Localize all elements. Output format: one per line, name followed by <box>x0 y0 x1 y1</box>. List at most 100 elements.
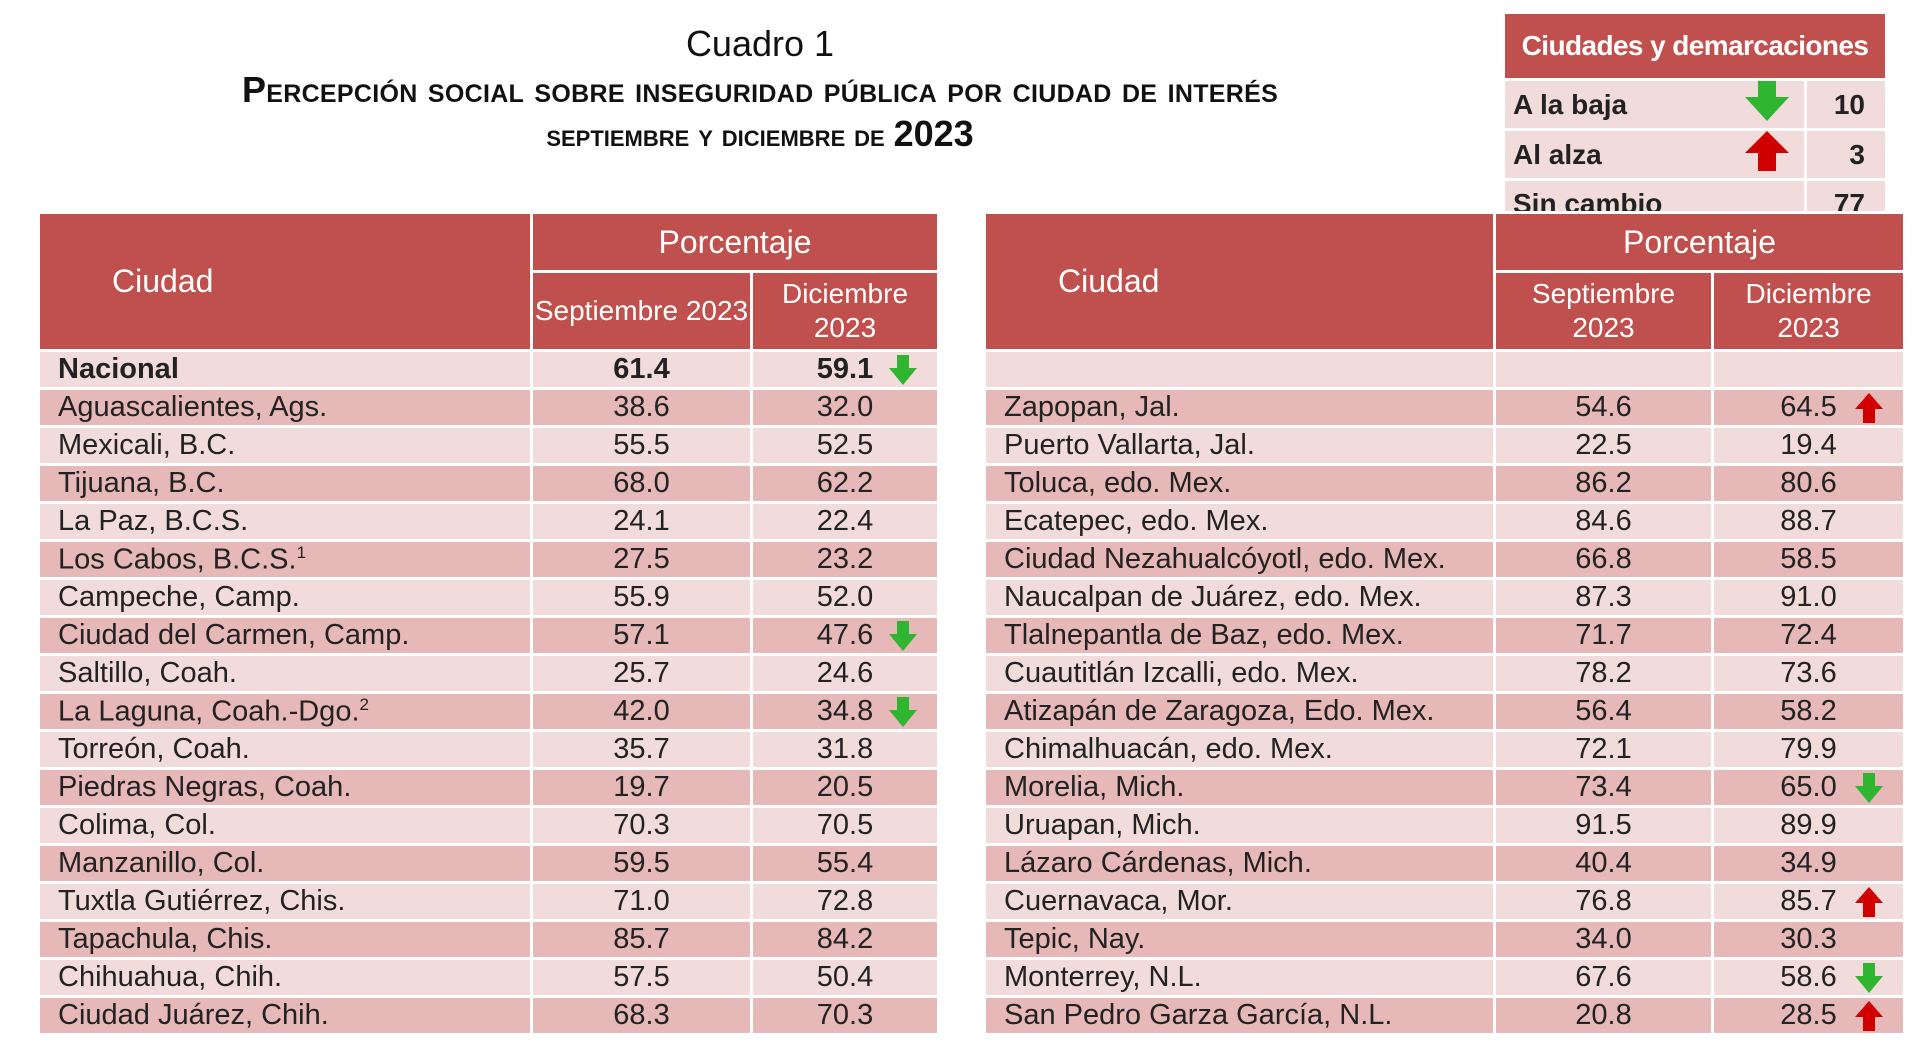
city-cell: Mexicali, B.C. <box>37 426 533 466</box>
table-row: Toluca, edo. Mex. 86.2 80.6 <box>983 464 1907 504</box>
september-value: 35.7 <box>530 730 753 770</box>
september-value: 68.0 <box>530 464 753 504</box>
september-value: 71.7 <box>1493 616 1714 656</box>
december-cell: 19.4 <box>1710 426 1907 466</box>
city-cell: Ciudad Juárez, Chih. <box>37 996 533 1036</box>
december-cell: 88.7 <box>1710 502 1907 542</box>
september-value: 40.4 <box>1493 844 1714 884</box>
summary-row-down: A la baja 10 <box>1505 79 1885 131</box>
summary-label: A la baja <box>1505 79 1731 131</box>
city-cell: Tlalnepantla de Baz, edo. Mex. <box>983 616 1496 656</box>
table-row: Morelia, Mich. 73.4 65.0 <box>983 768 1907 808</box>
table-row: Ciudad del Carmen, Camp. 57.1 47.6 <box>37 616 941 656</box>
city-name: Piedras Negras, Coah. <box>58 771 352 803</box>
city-name: Naucalpan de Juárez, edo. Mex. <box>1004 581 1422 613</box>
december-value: 84.2 <box>816 923 874 955</box>
header-december: Diciembre 2023 <box>749 270 941 352</box>
december-cell: 47.6 <box>749 616 941 656</box>
city-cell: Torreón, Coah. <box>37 730 533 770</box>
table-row: Ecatepec, edo. Mex. 84.6 88.7 <box>983 502 1907 542</box>
table-row: Cuautitlán Izcalli, edo. Mex. 78.2 73.6 <box>983 654 1907 694</box>
december-cell: 79.9 <box>1710 730 1907 770</box>
city-name: Chihuahua, Chih. <box>58 961 283 993</box>
december-value: 34.9 <box>1780 847 1837 879</box>
city-name: Tijuana, B.C. <box>58 467 225 499</box>
city-cell: San Pedro Garza García, N.L. <box>983 996 1496 1036</box>
subtitle-text: septiembre y diciembre de <box>546 117 885 153</box>
summary-box: Ciudades y demarcaciones A la baja 10 Al… <box>1505 14 1885 230</box>
city-name: Tapachula, Chis. <box>58 923 273 955</box>
table-row: Aguascalientes, Ags. 38.6 32.0 <box>37 388 941 428</box>
september-value: 24.1 <box>530 502 753 542</box>
december-cell: 65.0 <box>1710 768 1907 808</box>
table-row: Mexicali, B.C. 55.5 52.5 <box>37 426 941 466</box>
december-value: 32.0 <box>816 391 874 423</box>
december-value: 62.2 <box>816 467 874 499</box>
september-value: 68.3 <box>530 996 753 1036</box>
september-value: 42.0 <box>530 692 753 732</box>
december-cell: 62.2 <box>749 464 941 504</box>
december-value: 91.0 <box>1780 581 1837 613</box>
december-cell: 20.5 <box>749 768 941 808</box>
december-value: 52.5 <box>816 429 874 461</box>
city-name: Campeche, Camp. <box>58 581 300 613</box>
december-cell: 70.3 <box>749 996 941 1036</box>
december-value: 19.4 <box>1780 429 1837 461</box>
table-row: San Pedro Garza García, N.L. 20.8 28.5 <box>983 996 1907 1036</box>
september-value: 38.6 <box>530 388 753 428</box>
city-cell: Piedras Negras, Coah. <box>37 768 533 808</box>
title-block: Cuadro 1 Percepción social sobre insegur… <box>40 22 1480 155</box>
table-row: Cuernavaca, Mor. 76.8 85.7 <box>983 882 1907 922</box>
city-cell: Ecatepec, edo. Mex. <box>983 502 1496 542</box>
december-value: 58.6 <box>1780 961 1837 993</box>
december-cell: 84.2 <box>749 920 941 960</box>
december-cell: 34.8 <box>749 692 941 732</box>
subtitle-year: 2023 <box>893 113 974 154</box>
city-cell: Manzanillo, Col. <box>37 844 533 884</box>
september-value: 61.4 <box>530 350 753 390</box>
city-name: Aguascalientes, Ags. <box>58 391 328 423</box>
december-value: 64.5 <box>1780 391 1837 423</box>
header-december: Diciembre 2023 <box>1710 270 1907 352</box>
city-name: Tuxtla Gutiérrez, Chis. <box>58 885 346 917</box>
december-value: 72.8 <box>816 885 874 917</box>
table-row: La Paz, B.C.S. 24.1 22.4 <box>37 502 941 542</box>
city-name: San Pedro Garza García, N.L. <box>1004 999 1393 1031</box>
city-cell: Ciudad Nezahualcóyotl, edo. Mex. <box>983 540 1496 580</box>
table-row: Puerto Vallarta, Jal. 22.5 19.4 <box>983 426 1907 466</box>
december-cell: 80.6 <box>1710 464 1907 504</box>
december-value: 80.6 <box>1780 467 1837 499</box>
december-value: 70.5 <box>816 809 874 841</box>
arrow-down-green-icon <box>889 697 918 727</box>
table-row: Tuxtla Gutiérrez, Chis. 71.0 72.8 <box>37 882 941 922</box>
city-name: Ecatepec, edo. Mex. <box>1004 505 1269 537</box>
december-value: 50.4 <box>816 961 874 993</box>
september-value: 91.5 <box>1493 806 1714 846</box>
december-value: 20.5 <box>816 771 874 803</box>
september-value: 57.1 <box>530 616 753 656</box>
header-september: Septiembre 2023 <box>530 270 753 352</box>
city-name: Zapopan, Jal. <box>1004 391 1180 423</box>
table-row: Chihuahua, Chih. 57.5 50.4 <box>37 958 941 998</box>
december-cell: 89.9 <box>1710 806 1907 846</box>
city-name: Manzanillo, Col. <box>58 847 265 879</box>
september-value: 25.7 <box>530 654 753 694</box>
city-cell: Puerto Vallarta, Jal. <box>983 426 1496 466</box>
table-row: Nacional 61.4 59.1 <box>37 350 941 390</box>
header-city: Ciudad <box>983 211 1496 352</box>
city-name: Los Cabos, B.C.S. <box>58 543 297 576</box>
city-cell: La Paz, B.C.S. <box>37 502 533 542</box>
city-name: Atizapán de Zaragoza, Edo. Mex. <box>1004 695 1435 727</box>
september-value: 56.4 <box>1493 692 1714 732</box>
december-value: 52.0 <box>816 581 874 613</box>
city-cell: Cuautitlán Izcalli, edo. Mex. <box>983 654 1496 694</box>
arrow-up-red-icon <box>1855 887 1884 917</box>
city-name: Mexicali, B.C. <box>58 429 236 461</box>
december-cell: 64.5 <box>1710 388 1907 428</box>
december-cell: 30.3 <box>1710 920 1907 960</box>
city-cell: Naucalpan de Juárez, edo. Mex. <box>983 578 1496 618</box>
city-cell: Saltillo, Coah. <box>37 654 533 694</box>
summary-row-up: Al alza 3 <box>1505 129 1885 181</box>
city-name: Nacional <box>58 353 179 385</box>
december-cell: 58.6 <box>1710 958 1907 998</box>
